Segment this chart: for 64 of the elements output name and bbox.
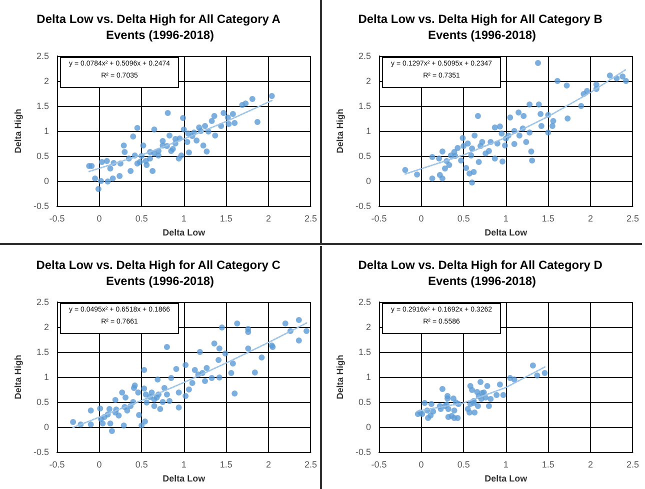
x-tick-label: 0.5	[135, 214, 148, 224]
y-tick-label: -0.5	[355, 446, 371, 456]
x-tick-label: 0.5	[135, 459, 148, 469]
x-tick-label: 2	[588, 214, 593, 224]
x-tick-label: 2.5	[626, 459, 639, 469]
y-tick-label: 1	[366, 126, 371, 136]
y-tick-label: 2.5	[358, 51, 371, 61]
x-tick-label: 1	[181, 459, 186, 469]
y-tick-label: 2	[366, 76, 371, 86]
y-tick-label: 2.5	[358, 296, 371, 306]
y-tick-label: 1	[366, 372, 371, 382]
y-tick-label: 0	[44, 176, 49, 186]
y-tick-label: 0.5	[358, 396, 371, 406]
chart-title: Delta Low vs. Delta High for All Category A Events (1996-2018)	[36, 12, 284, 42]
x-tick-label: 1	[503, 459, 508, 469]
y-tick-label: 0.5	[36, 396, 49, 406]
y-tick-label: -0.5	[33, 201, 49, 211]
y-axis-title: Delta High	[13, 108, 24, 154]
y-tick-label: 2	[366, 322, 371, 332]
y-tick-label: 2.5	[36, 51, 49, 61]
x-tick-label: 0	[96, 214, 102, 224]
y-tick-label: 0	[44, 422, 49, 432]
y-tick-label: 2	[44, 322, 49, 332]
chart-title: Delta Low vs. Delta High for All Category B Events (1996-2018)	[358, 12, 606, 42]
x-tick-label: 1	[181, 214, 186, 224]
y-tick-label: 2	[44, 76, 49, 86]
x-tick-label: 2.5	[304, 459, 317, 469]
chart-title: Delta Low vs. Delta High for All Category C Events (1996-2018)	[36, 258, 284, 288]
y-tick-label: 2.5	[36, 296, 49, 306]
x-tick-label: 1.5	[542, 459, 554, 469]
x-tick-label: 1	[503, 214, 508, 224]
x-tick-label: 0.5	[457, 214, 470, 224]
x-tick-label: 0	[96, 459, 102, 469]
x-tick-label: 2	[266, 459, 271, 469]
y-tick-label: -0.5	[355, 201, 371, 211]
x-tick-label: 2	[588, 459, 593, 469]
y-tick-label: 1	[44, 126, 49, 136]
x-tick-label: 1.5	[220, 214, 232, 224]
x-tick-label: 0.5	[457, 459, 470, 469]
y-tick-label: 0.5	[358, 151, 371, 161]
x-axis-title: Delta Low	[484, 228, 528, 238]
x-axis-title: Delta Low	[162, 473, 206, 483]
x-tick-label: 0	[418, 214, 424, 224]
x-axis-title: Delta Low	[162, 228, 206, 238]
chart-title: Delta Low vs. Delta High for All Category D Events (1996-2018)	[358, 258, 606, 288]
y-axis-title: Delta High	[335, 108, 346, 154]
y-tick-label: -0.5	[33, 446, 49, 456]
y-tick-label: 0.5	[36, 151, 49, 161]
y-tick-label: 0	[366, 176, 371, 186]
x-tick-label: 2.5	[304, 214, 317, 224]
x-axis-title: Delta Low	[484, 473, 528, 483]
y-tick-label: 1.5	[36, 101, 49, 111]
x-tick-label: 2	[266, 214, 271, 224]
x-tick-label: 2.5	[626, 214, 639, 224]
y-tick-label: 1.5	[36, 346, 49, 356]
y-tick-label: 1.5	[358, 346, 371, 356]
y-tick-label: 0	[366, 422, 371, 432]
x-tick-label: 0	[418, 459, 424, 469]
y-axis-title: Delta High	[335, 354, 346, 399]
x-tick-label: 1.5	[542, 214, 554, 224]
y-tick-label: 1	[44, 372, 49, 382]
x-tick-label: 1.5	[220, 459, 232, 469]
y-axis-title: Delta High	[13, 354, 24, 399]
y-tick-label: 1.5	[358, 101, 371, 111]
